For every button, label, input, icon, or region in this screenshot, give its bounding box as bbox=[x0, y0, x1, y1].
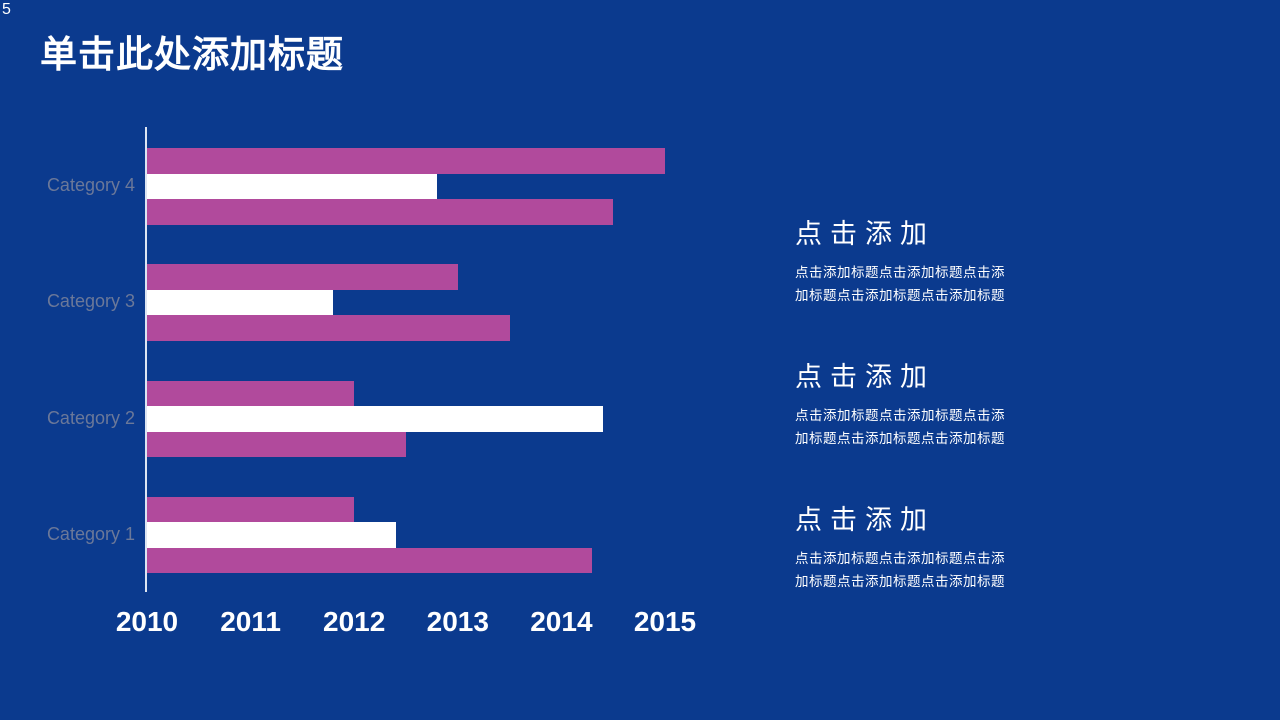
value-axis-label: 2013 bbox=[426, 606, 489, 637]
category-axis-label: Category 2 bbox=[46, 407, 135, 428]
bar-series-1-category-4 bbox=[147, 199, 614, 225]
text-block-3-body-line-2: 加标题点击添加标题点击添加标题 bbox=[795, 573, 1005, 589]
bar-series-2-category-3 bbox=[147, 289, 334, 316]
bar-series-3-category-1 bbox=[147, 496, 355, 523]
text-block-3-body-line-1: 点击添加标题点击添加标题点击添 bbox=[795, 551, 1005, 566]
bar-series-1-category-2 bbox=[147, 431, 406, 457]
text-block-1-body[interactable]: 点击添加标题点击添加标题点击添 加标题点击添加标题点击添加标题 bbox=[795, 262, 1010, 307]
text-block-1-heading[interactable]: 点击添加 bbox=[795, 219, 935, 249]
value-axis-label: 2010 bbox=[115, 606, 179, 637]
page-number: 5 bbox=[2, 1, 11, 18]
text-block-2-body[interactable]: 点击添加标题点击添加标题点击添 加标题点击添加标题点击添加标题 bbox=[795, 405, 1010, 450]
bar-series-3-category-3 bbox=[147, 264, 458, 290]
text-block-1-body-line-2: 加标题点击添加标题点击添加标题 bbox=[795, 287, 1005, 303]
text-block-3: 点击添加 点击添加标题点击添加标题点击添 加标题点击添加标题点击添加标题 bbox=[795, 505, 1010, 593]
text-block-3-heading[interactable]: 点击添加 bbox=[795, 505, 935, 535]
bar-series-3-category-2 bbox=[147, 380, 355, 406]
category-axis-label: Category 4 bbox=[46, 175, 135, 196]
bar-series-1-category-3 bbox=[147, 315, 510, 341]
text-block-3-body[interactable]: 点击添加标题点击添加标题点击添 加标题点击添加标题点击添加标题 bbox=[795, 548, 1010, 593]
text-block-2: 点击添加 点击添加标题点击添加标题点击添 加标题点击添加标题点击添加标题 bbox=[795, 362, 1010, 450]
bar-series-1-category-1 bbox=[147, 547, 593, 574]
bar-series-2-category-4 bbox=[147, 173, 438, 199]
bar-series-2-category-1 bbox=[147, 522, 396, 548]
bar-series-2-category-2 bbox=[147, 406, 603, 432]
text-block-2-body-line-2: 加标题点击添加标题点击添加标题 bbox=[795, 430, 1005, 446]
value-axis-label: 2015 bbox=[633, 606, 697, 637]
value-axis-label: 2012 bbox=[323, 606, 386, 637]
category-axis-line bbox=[145, 127, 147, 592]
category-axis-label: Category 1 bbox=[46, 523, 135, 544]
title-placeholder[interactable]: 单击此处添加标题 bbox=[40, 34, 344, 75]
bar-series-3-category-4 bbox=[147, 148, 665, 174]
value-axis-label: 2011 bbox=[220, 606, 281, 637]
text-block-2-heading[interactable]: 点击添加 bbox=[795, 362, 935, 392]
text-block-1-body-line-1: 点击添加标题点击添加标题点击添 bbox=[795, 265, 1005, 280]
value-axis-label: 2014 bbox=[530, 606, 593, 637]
category-axis-label: Category 3 bbox=[46, 291, 135, 312]
text-block-2-body-line-1: 点击添加标题点击添加标题点击添 bbox=[795, 408, 1005, 423]
bar-chart[interactable]: Category 4 Category 3 Category 2 Category 1… bbox=[0, 0, 760, 660]
text-block-1: 点击添加 点击添加标题点击添加标题点击添 加标题点击添加标题点击添加标题 bbox=[795, 219, 1010, 307]
